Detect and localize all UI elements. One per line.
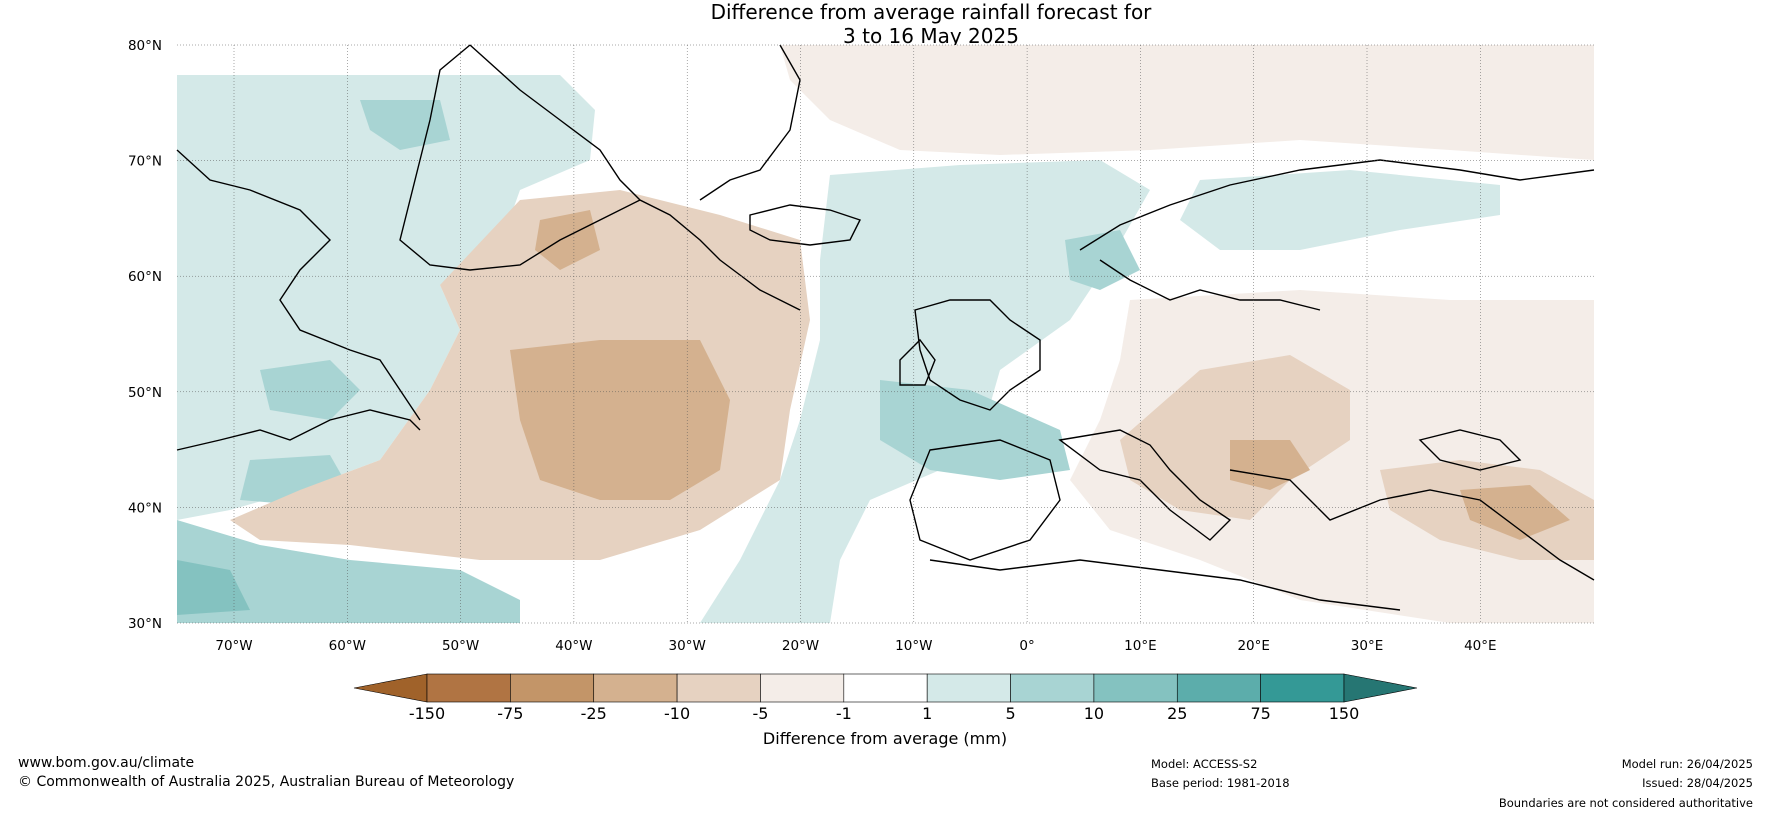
lat-label: 70°N [128,154,162,170]
colorbar-tick-label: 75 [1250,704,1270,723]
scandinavia-coast [1079,159,1595,251]
lon-label: 70°W [215,638,252,654]
colorbar-segment [676,673,761,703]
dry-core-greenland-south [535,210,600,270]
mediterranean-east-coast [1229,469,1595,581]
colorbar-segment [426,673,511,703]
lon-label: 40°W [555,638,592,654]
colorbar-segment [1010,673,1095,703]
footer-model: Model: ACCESS-S2 [1151,757,1258,771]
colorbar-segment [593,673,678,703]
footer-copyright: © Commonwealth of Australia 2025, Austra… [18,774,515,790]
colorbar-segment [510,673,595,703]
colorbar-tick-label: -150 [409,704,445,723]
baltic-coast [1099,259,1321,311]
colorbar-tick-label: -10 [664,704,690,723]
lon-label: 30°W [669,638,706,654]
greenland-coast-west [399,44,641,271]
footer-site: www.bom.gov.au/climate [18,755,195,771]
map-panel [176,44,1595,624]
lon-label: 20°W [782,638,819,654]
colorbar-segment [1260,673,1345,703]
north-africa-coast [929,559,1401,611]
lon-label: 40°E [1464,638,1496,654]
longitude-labels: 70°W 60°W 50°W 40°W 30°W 20°W 10°W 0° 10°E 20°E 30… [215,638,1496,654]
title-line-1: Difference from average rainfall forecas… [710,0,1152,24]
footer-base-period: Base period: 1981-2018 [1151,776,1290,790]
graticule [177,44,1594,624]
colorbar-tick-label: 25 [1167,704,1187,723]
ireland-coast [899,338,936,386]
dry-core-balkans [1230,440,1310,490]
lon-label: 20°E [1237,638,1269,654]
lat-label: 40°N [128,500,162,516]
colorbar-extend-high [1343,673,1418,703]
colorbar-tick-label: -75 [497,704,523,723]
footer-model-run: Model run: 26/04/2025 [1621,757,1753,771]
footer-issued: Issued: 28/04/2025 [1642,776,1753,790]
colorbar-label: Difference from average (mm) [763,729,1007,748]
lat-label: 50°N [128,385,162,401]
colorbar-tick-label: 5 [1005,704,1015,723]
wet-region-norwegian-sea [935,165,1080,210]
canada-coast-north [176,149,421,421]
lon-label: 60°W [329,638,366,654]
colorbar-segment [843,673,928,703]
map-title: Difference from average rainfall forecas… [0,0,1770,48]
colorbar-segment [760,673,845,703]
black-sea-coast [1418,429,1522,471]
colorbar-tick-label: -1 [836,704,852,723]
latitude-labels: 80°N 70°N 60°N 50°N 40°N 30°N [128,38,162,632]
dry-core-atlantic [510,340,730,500]
colorbar-tick-label: -5 [752,704,768,723]
lon-label: 10°E [1124,638,1156,654]
lat-label: 80°N [128,38,162,54]
title-line-2: 3 to 16 May 2025 [843,24,1019,48]
dry-region-balkans [1120,355,1350,520]
colorbar-tick-label: 150 [1329,704,1360,723]
colorbar-tick-label: 10 [1084,704,1104,723]
colorbar-tick-label: -25 [581,704,607,723]
wet-core-labrador [260,360,360,420]
lon-label: 30°E [1351,638,1383,654]
wet-core-baffin [360,100,450,150]
dry-region-arctic [780,45,1594,160]
anomaly-shading [177,45,1594,623]
canada-coast-east [176,409,421,451]
colorbar: -150 -75 -25 -10 -5 -1 1 5 10 25 75 150 [353,673,1418,723]
colorbar-segment [1093,673,1178,703]
italy-france-coast [1058,429,1232,541]
lat-label: 30°N [128,616,162,632]
dry-core-middle-east [1460,485,1570,540]
greenland-coast-northeast [699,44,801,201]
wet-core-southwest [177,560,250,615]
footer-disclaimer: Boundaries are not considered authoritat… [1498,796,1753,810]
lat-label: 60°N [128,269,162,285]
colorbar-segment [1176,673,1261,703]
lon-label: 50°W [442,638,479,654]
iceland-coast [749,204,861,246]
wet-region-scandinavia [1180,170,1500,250]
lon-label: 10°W [895,638,932,654]
wet-region-southwest [177,520,520,623]
colorbar-segment [926,673,1011,703]
coastlines [176,44,1595,611]
lon-label: 0° [1019,638,1034,654]
colorbar-tick-label: 1 [922,704,932,723]
greenland-coast-east [469,44,801,311]
colorbar-extend-low [353,673,428,703]
iberia-coast [909,439,1061,561]
